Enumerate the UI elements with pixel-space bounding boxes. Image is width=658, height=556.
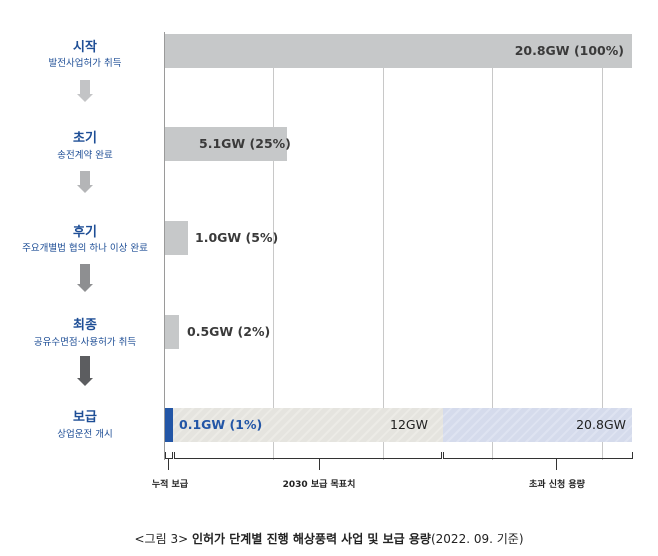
bar-supply [165, 408, 173, 442]
stage-title-early: 초기 [73, 131, 97, 146]
caption-suffix: (2022. 09. 기준) [430, 532, 524, 546]
bracket-label-cumulative: 누적 보급 [151, 480, 189, 490]
bar-label-late: 1.0GW (5%) [195, 230, 279, 245]
caption-prefix: <그림 3> [134, 532, 192, 546]
stage-title-late: 후기 [73, 225, 97, 240]
stage-subtitle-supply: 상업운전 개시 [57, 429, 113, 440]
bracket-label-target: 2030 보급 목표치 [282, 480, 356, 490]
bar-label-supply: 0.1GW (1%) [179, 417, 263, 432]
bracket-cumulative [165, 452, 173, 459]
bracket-stem [168, 458, 169, 470]
arrow-down-icon [77, 356, 93, 386]
gridline [602, 68, 603, 460]
stage-subtitle-final: 공유수면점·사용허가 취득 [33, 337, 137, 348]
bracket-stem [319, 458, 320, 470]
arrow-down-icon [77, 171, 93, 193]
gridline [383, 68, 384, 460]
bracket-excess [443, 452, 633, 459]
bar-final [165, 315, 179, 349]
target-label: 12GW [390, 417, 428, 432]
y-axis [164, 32, 165, 460]
bar-start [165, 34, 632, 68]
bar-label-early: 5.1GW (25%) [199, 136, 291, 151]
bracket-stem [556, 458, 557, 470]
stage-title-supply: 보급 [73, 410, 97, 425]
stage-subtitle-start: 발전사업허가 취득 [48, 58, 122, 69]
gridline [492, 68, 493, 460]
stage-subtitle-late: 주요개별법 협의 하나 이상 완료 [22, 243, 148, 254]
arrow-down-icon [77, 264, 93, 292]
gridline [273, 68, 274, 460]
bar-early [165, 127, 287, 161]
bar-label-start: 20.8GW (100%) [514, 43, 624, 58]
stage-title-start: 시작 [73, 40, 97, 55]
stage-title-final: 최종 [73, 318, 97, 333]
caption-title: 인허가 단계별 진행 해상풍력 사업 및 보급 용량 [191, 532, 431, 546]
bar-target-2030 [165, 408, 443, 442]
bar-late [165, 221, 188, 255]
figure-caption: <그림 3> 인허가 단계별 진행 해상풍력 사업 및 보급 용량(2022. … [0, 530, 658, 547]
bracket-target [174, 452, 442, 459]
excess-label: 20.8GW [576, 417, 626, 432]
bar-label-final: 0.5GW (2%) [187, 324, 271, 339]
bar-excess [443, 408, 632, 442]
bracket-label-excess: 초과 신청 용량 [529, 480, 585, 490]
stage-subtitle-early: 송전계약 완료 [57, 150, 113, 161]
arrow-down-icon [77, 80, 93, 102]
